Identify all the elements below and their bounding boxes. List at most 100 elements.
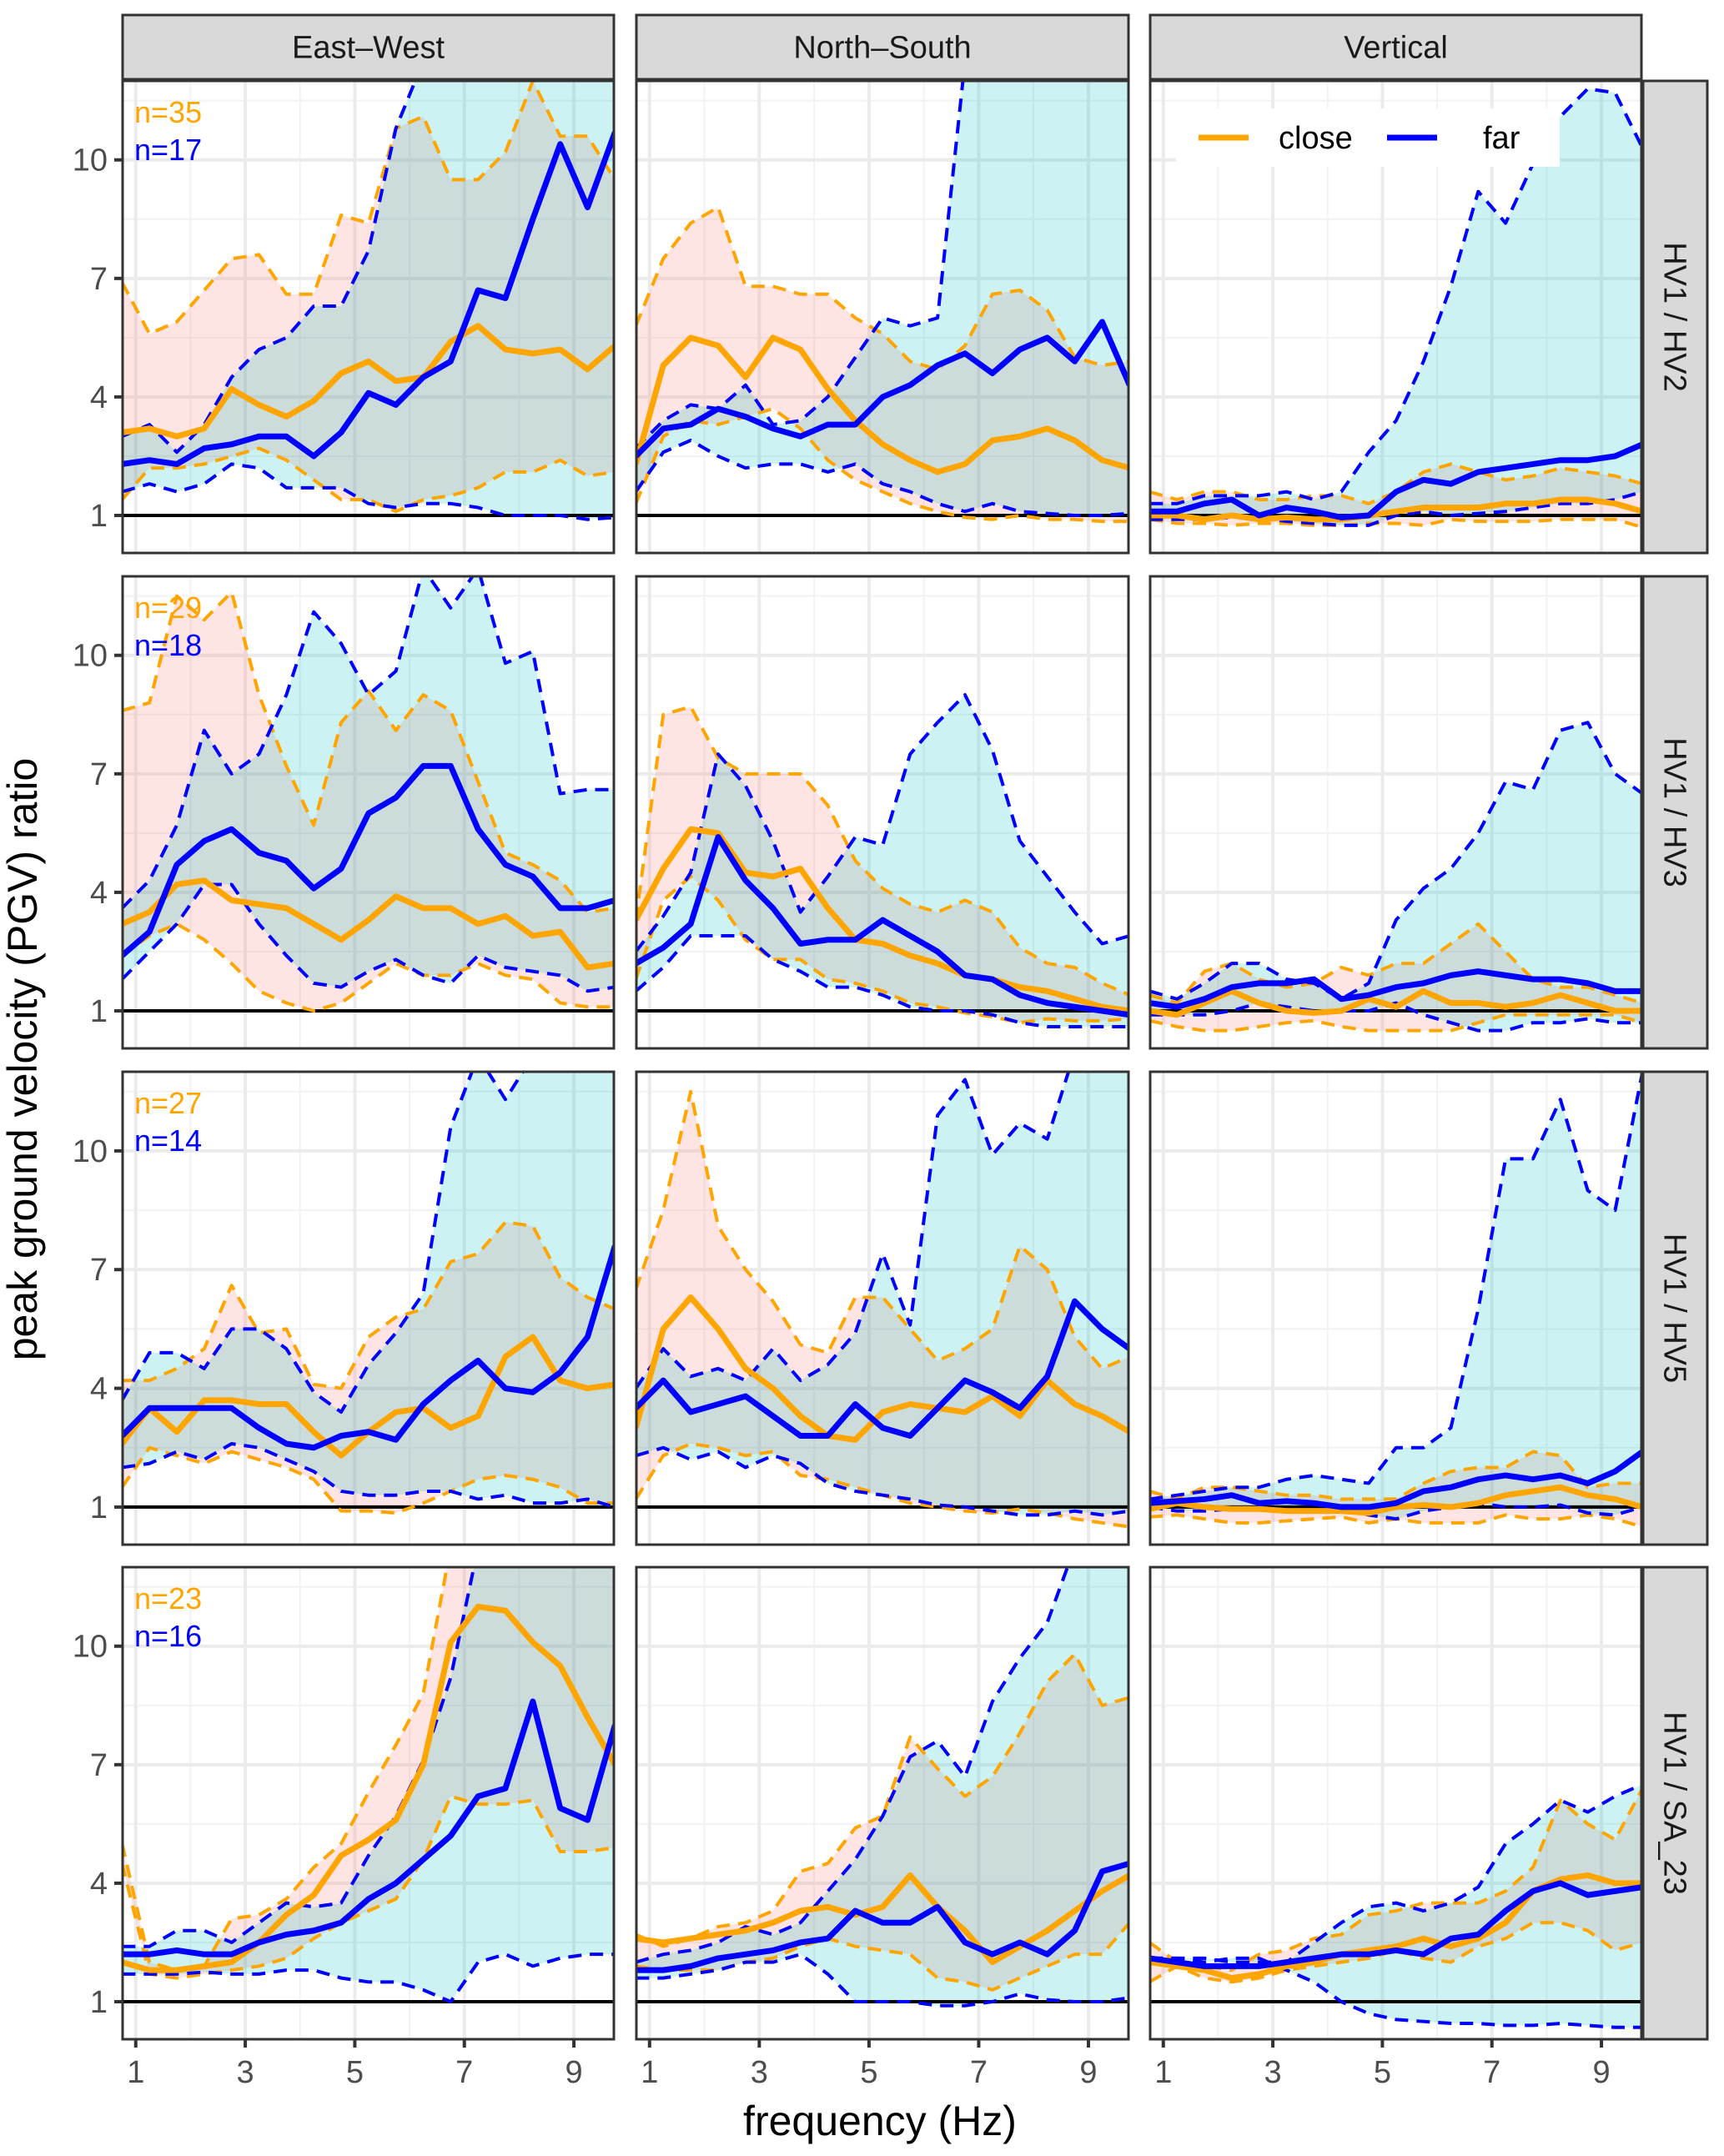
x-tick-label: 5 [1374,2055,1391,2090]
far-lower-bound [123,882,614,993]
close-lower-bound [1150,1921,1641,1984]
close-upper-bound [636,205,1128,371]
panel-series-3-1 [636,1567,1128,2008]
far-median-line [123,1244,614,1451]
x-tick-label: 1 [641,2055,658,2090]
row-strip [1641,1565,1709,2041]
far-lower-bound [1150,1956,1641,2029]
far-ribbon [1150,88,1641,525]
close-median-line [636,334,1128,475]
panel-border [1148,1070,1643,1546]
row-strip-label: HV1 / HV2 [1657,242,1692,392]
far-median-line [636,834,1128,1018]
x-tick-label: 1 [127,2055,144,2090]
close-median-line [1150,1872,1641,1982]
n-label-far: n=14 [134,1123,202,1158]
far-median-line [1150,968,1641,1010]
column-strip [1148,13,1643,81]
far-ribbon [1150,722,1641,1031]
panel-border [1148,575,1643,1050]
close-ribbon [636,706,1128,1023]
far-lower-bound [1150,1501,1641,1521]
n-label-far: n=18 [134,628,202,662]
far-upper-bound [123,1567,476,1948]
far-median-line [123,762,614,958]
far-lower-bound [1150,1001,1641,1033]
panel-3-0 [123,1567,614,2039]
y-tick-label: 10 [73,639,108,674]
close-ribbon [123,1567,614,1978]
close-median-line [123,1603,614,1973]
x-tick-label: 1 [1154,2055,1172,2090]
far-upper-bound [123,576,614,910]
far-upper-bound [636,1567,1070,1964]
far-lower-bound [636,439,1128,518]
panel-series-2-0 [123,1072,614,1515]
row-strip [1641,79,1709,555]
close-median-line [123,323,614,440]
panel-series-1-0 [123,576,614,1013]
panel-border [635,79,1130,555]
far-upper-bound [1150,1782,1641,1964]
y-tick-label: 1 [90,499,108,534]
row-strip-label: HV1 / HV5 [1657,1234,1692,1384]
y-tick-label: 1 [90,1985,108,2020]
close-lower-bound [1150,1013,1641,1033]
far-median-line [1150,1449,1641,1510]
close-ribbon [636,207,1128,522]
x-tick-label: 7 [970,2055,988,2090]
x-tick-label: 5 [346,2055,364,2090]
far-median-line [1150,1880,1641,1969]
x-tick-label: 7 [455,2055,473,2090]
panel-series-3-2 [1150,1782,1641,2029]
panel-series-0-0 [123,81,614,521]
panel-border [121,1070,616,1546]
far-upper-bound [636,1072,1071,1390]
n-label-close: n=29 [134,591,202,625]
close-median-line [636,1872,1128,1966]
y-tick-label: 4 [90,380,108,415]
far-ribbon [636,695,1128,1027]
y-tick-label: 1 [90,1490,108,1525]
close-lower-bound [636,407,1128,524]
close-lower-bound [123,922,614,1013]
close-upper-bound [123,1220,614,1390]
close-median-line [636,826,1128,1014]
column-strip [635,13,1130,81]
far-ribbon [123,576,614,992]
panel-border [635,575,1130,1050]
legend: close far [1176,108,1560,167]
close-upper-bound [1150,1450,1641,1501]
far-upper-bound [1150,1072,1641,1501]
n-label-close: n=27 [134,1086,202,1120]
far-lower-bound [1150,490,1641,527]
x-tick-label: 9 [565,2055,582,2090]
panels: n=35 n=17 n=29n=18 n=27n=14 n=23n=16 [121,79,1643,2041]
column-strip [121,13,616,81]
gridlines [636,1567,1128,2039]
far-median-line [636,1860,1128,1973]
n-label-far: n=16 [134,1619,202,1653]
column-strip-label: Vertical [1344,31,1448,66]
n-label-close: n=35 [134,95,202,129]
panel-border [121,575,616,1050]
y-tick-label: 7 [90,757,108,792]
close-upper-bound [636,1652,1128,1948]
far-ribbon [123,1072,614,1507]
y-tick-label: 10 [73,143,108,178]
close-ribbon [123,1222,614,1514]
far-median-line [636,319,1128,459]
y-tick-label: 4 [90,1867,108,1902]
legend-label-close: close [1279,121,1353,156]
row-strip-label: HV1 / SA_23 [1657,1711,1692,1895]
close-upper-bound [123,590,614,914]
x-axis-title: frequency (Hz) [743,2098,1017,2144]
y-tick-label: 10 [73,1134,108,1169]
close-median-line [1150,496,1641,523]
panel-series-1-1 [636,693,1128,1028]
close-upper-bound [636,705,1128,997]
far-lower-bound [123,1952,614,2004]
close-ribbon [636,1654,1128,1990]
y-axis-title: peak ground velocity (PGV) ratio [0,758,46,1361]
